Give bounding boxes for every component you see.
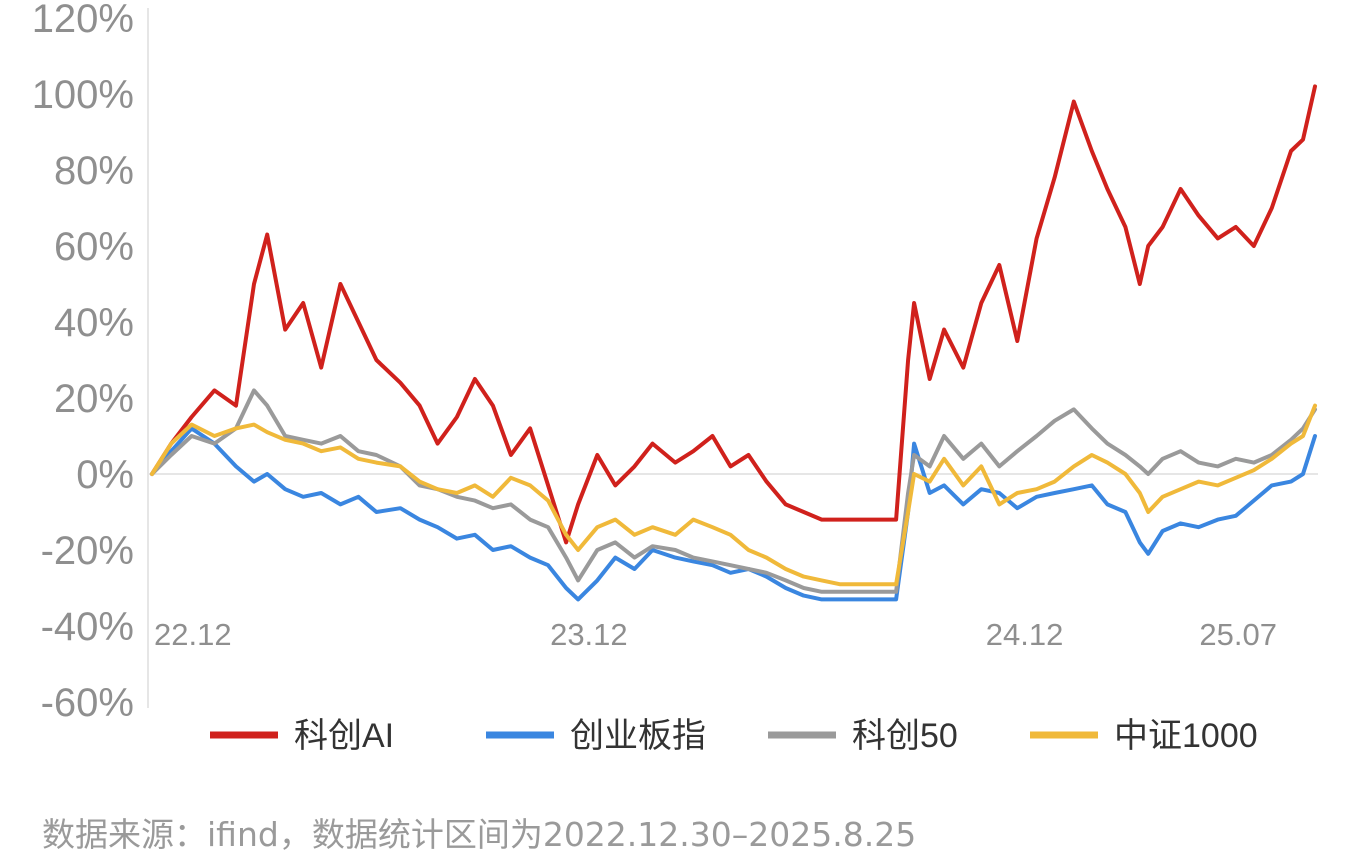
y-tick-label: -60%	[41, 681, 134, 725]
legend-label: 创业板指	[570, 717, 706, 755]
series-line	[150, 426, 1317, 602]
y-tick-label: 20%	[54, 377, 134, 421]
y-tick-label: -40%	[41, 605, 134, 649]
y-tick-label: 40%	[54, 301, 134, 345]
y-tick-label: 100%	[32, 73, 134, 117]
series-line	[150, 84, 1317, 545]
series-line	[150, 403, 1317, 587]
x-axis-ticks: 22.12 23.12 24.12 25.07	[154, 617, 1277, 652]
y-tick-label: -20%	[41, 529, 134, 573]
legend-label: 中证1000	[1114, 717, 1258, 755]
source-note: 数据来源：ifind，数据统计区间为2022.12.30–2025.8.25	[42, 815, 917, 854]
x-tick-label: 25.07	[1199, 617, 1277, 652]
legend: 科创AI 创业板指 科创50 中证1000	[210, 717, 1258, 755]
y-tick-label: 80%	[54, 149, 134, 193]
y-axis-ticks: 120% 100% 80% 60% 40% 20% 0% -20% -40% -60%	[32, 0, 134, 725]
legend-label: 科创AI	[294, 717, 394, 755]
x-tick-label: 22.12	[154, 617, 232, 652]
y-tick-label: 60%	[54, 225, 134, 269]
x-tick-label: 24.12	[986, 617, 1064, 652]
y-tick-label: 0%	[76, 453, 134, 497]
series-lines	[150, 84, 1317, 602]
y-tick-label: 120%	[32, 0, 134, 41]
legend-label: 科创50	[852, 717, 958, 755]
x-tick-label: 23.12	[550, 617, 628, 652]
series-line	[150, 388, 1317, 594]
